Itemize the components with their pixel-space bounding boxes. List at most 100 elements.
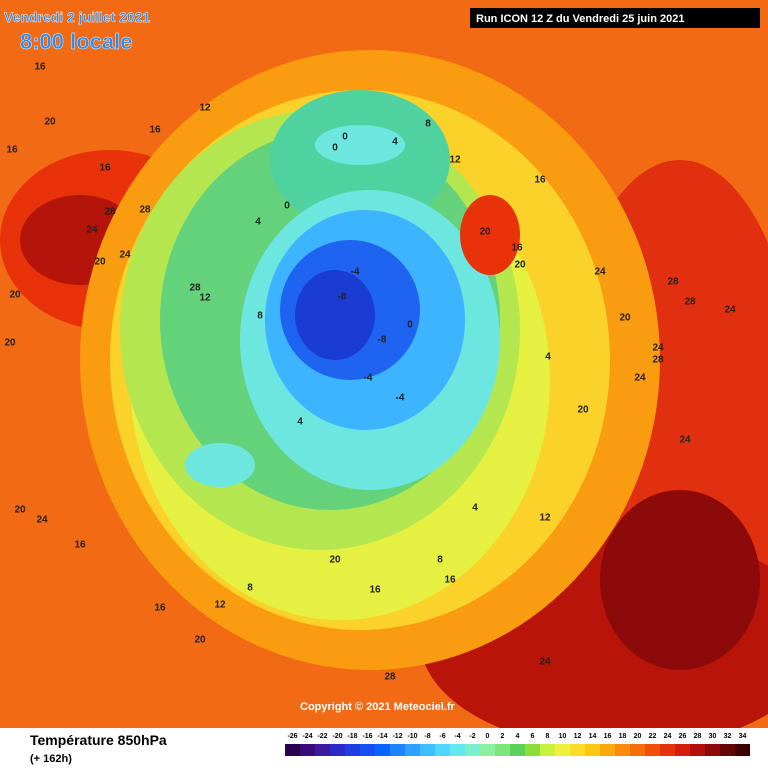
- colorbar-label: -4: [454, 733, 460, 740]
- contour-label: 24: [634, 373, 646, 384]
- contour-label: 12: [199, 293, 211, 304]
- colorbar-label: 0: [486, 733, 490, 740]
- colorbar-swatch: [450, 744, 465, 756]
- colorbar-swatch: [360, 744, 375, 756]
- contour-label: 20: [9, 290, 21, 301]
- contour-label: 28: [652, 355, 664, 366]
- contour-label: 4: [545, 352, 551, 363]
- colorbar-label: -24: [302, 733, 312, 740]
- colorbar-label: 16: [604, 733, 612, 740]
- contour-label: 24: [539, 657, 551, 668]
- colorbar-swatch: [540, 744, 555, 756]
- colorbar-label: 32: [724, 733, 732, 740]
- contour-label: 0: [407, 320, 413, 331]
- colorbar-swatch: [510, 744, 525, 756]
- temperature-field: [0, 50, 768, 750]
- colorbar-swatch: [495, 744, 510, 756]
- map-labels: 16161216201620282428242028201284004-4-8-…: [4, 62, 736, 683]
- contour-label: 28: [139, 205, 151, 216]
- colorbar-swatch: [720, 744, 735, 756]
- colorbar: -26 -24 -22 -20 -18 -16 -14 -12 -10 -8 -6 -4 -2 0 2 4 6 8…: [285, 733, 750, 756]
- colorbar-label: -14: [377, 733, 387, 740]
- contour-label: 20: [479, 227, 491, 238]
- colorbar-swatch: [705, 744, 720, 756]
- contour-label: 20: [577, 405, 589, 416]
- colorbar-label: 24: [664, 733, 672, 740]
- colorbar-swatch: [300, 744, 315, 756]
- contour-label: 16: [444, 575, 456, 586]
- contour-label: 4: [472, 503, 478, 514]
- very-cold-zone: [295, 270, 375, 360]
- colorbar-label: 2: [501, 733, 505, 740]
- colorbar-swatch: [660, 744, 675, 756]
- contour-label: 16: [99, 163, 111, 174]
- colorbar-label: -18: [347, 733, 357, 740]
- time-title: 8:00 locale: [20, 29, 133, 54]
- cold-zone: [315, 125, 405, 165]
- colorbar-label: -20: [332, 733, 342, 740]
- contour-label: 24: [594, 267, 606, 278]
- colorbar-swatch: [645, 744, 660, 756]
- colorbar-swatch: [315, 744, 330, 756]
- colorbar-label: -26: [287, 733, 297, 740]
- contour-label: 0: [342, 132, 348, 143]
- colorbar-swatch: [600, 744, 615, 756]
- contour-label: 8: [247, 583, 253, 594]
- contour-label: 24: [119, 250, 131, 261]
- contour-label: 28: [104, 207, 116, 218]
- warm-zone: [460, 195, 520, 275]
- colorbar-swatch: [630, 744, 645, 756]
- contour-label: 0: [284, 201, 290, 212]
- colorbar-label: 18: [619, 733, 627, 740]
- colorbar-label: -10: [407, 733, 417, 740]
- colorbar-swatch: [480, 744, 495, 756]
- run-banner: [470, 8, 760, 28]
- colorbar-swatch: [345, 744, 360, 756]
- contour-label: 16: [154, 603, 166, 614]
- contour-label: -4: [396, 393, 405, 404]
- contour-label: 16: [369, 585, 381, 596]
- contour-label: 8: [437, 555, 443, 566]
- colorbar-label: 12: [574, 733, 582, 740]
- colorbar-label: 10: [559, 733, 567, 740]
- contour-label: 24: [652, 343, 664, 354]
- copyright: Copyright © 2021 Meteociel.fr: [300, 701, 456, 713]
- contour-label: -8: [338, 292, 347, 303]
- colorbar-swatch: [375, 744, 390, 756]
- colorbar-label: 6: [531, 733, 535, 740]
- contour-label: 24: [724, 305, 736, 316]
- contour-label: 28: [684, 297, 696, 308]
- colorbar-swatch: [465, 744, 480, 756]
- contour-label: 24: [86, 225, 98, 236]
- contour-label: 4: [297, 417, 303, 428]
- colorbar-swatch: [330, 744, 345, 756]
- colorbar-label: 22: [649, 733, 657, 740]
- colorbar-label: -6: [439, 733, 445, 740]
- contour-label: 8: [257, 311, 263, 322]
- colorbar-swatch: [525, 744, 540, 756]
- contour-label: 20: [44, 117, 56, 128]
- colorbar-swatch: [555, 744, 570, 756]
- cold-zone: [185, 443, 255, 487]
- colorbar-label: 20: [634, 733, 642, 740]
- colorbar-swatch: [570, 744, 585, 756]
- colorbar-label: 4: [516, 733, 520, 740]
- colorbar-swatch: [585, 744, 600, 756]
- colorbar-label: -16: [362, 733, 372, 740]
- contour-label: 12: [539, 513, 551, 524]
- footer-lead: (+ 162h): [30, 753, 72, 765]
- colorbar-swatch: [390, 744, 405, 756]
- contour-label: 28: [667, 277, 679, 288]
- footer-title: Température 850hPa: [30, 732, 167, 748]
- colorbar-label: 8: [546, 733, 550, 740]
- contour-label: -8: [378, 335, 387, 346]
- date-title: Vendredi 2 juillet 2021: [4, 9, 151, 25]
- contour-label: 16: [34, 62, 46, 73]
- colorbar-label: 34: [739, 733, 747, 740]
- colorbar-swatch: [735, 744, 750, 756]
- contour-label: 16: [6, 145, 18, 156]
- contour-label: 24: [679, 435, 691, 446]
- colorbar-label: 26: [679, 733, 687, 740]
- contour-label: 16: [534, 175, 546, 186]
- colorbar-swatch: [690, 744, 705, 756]
